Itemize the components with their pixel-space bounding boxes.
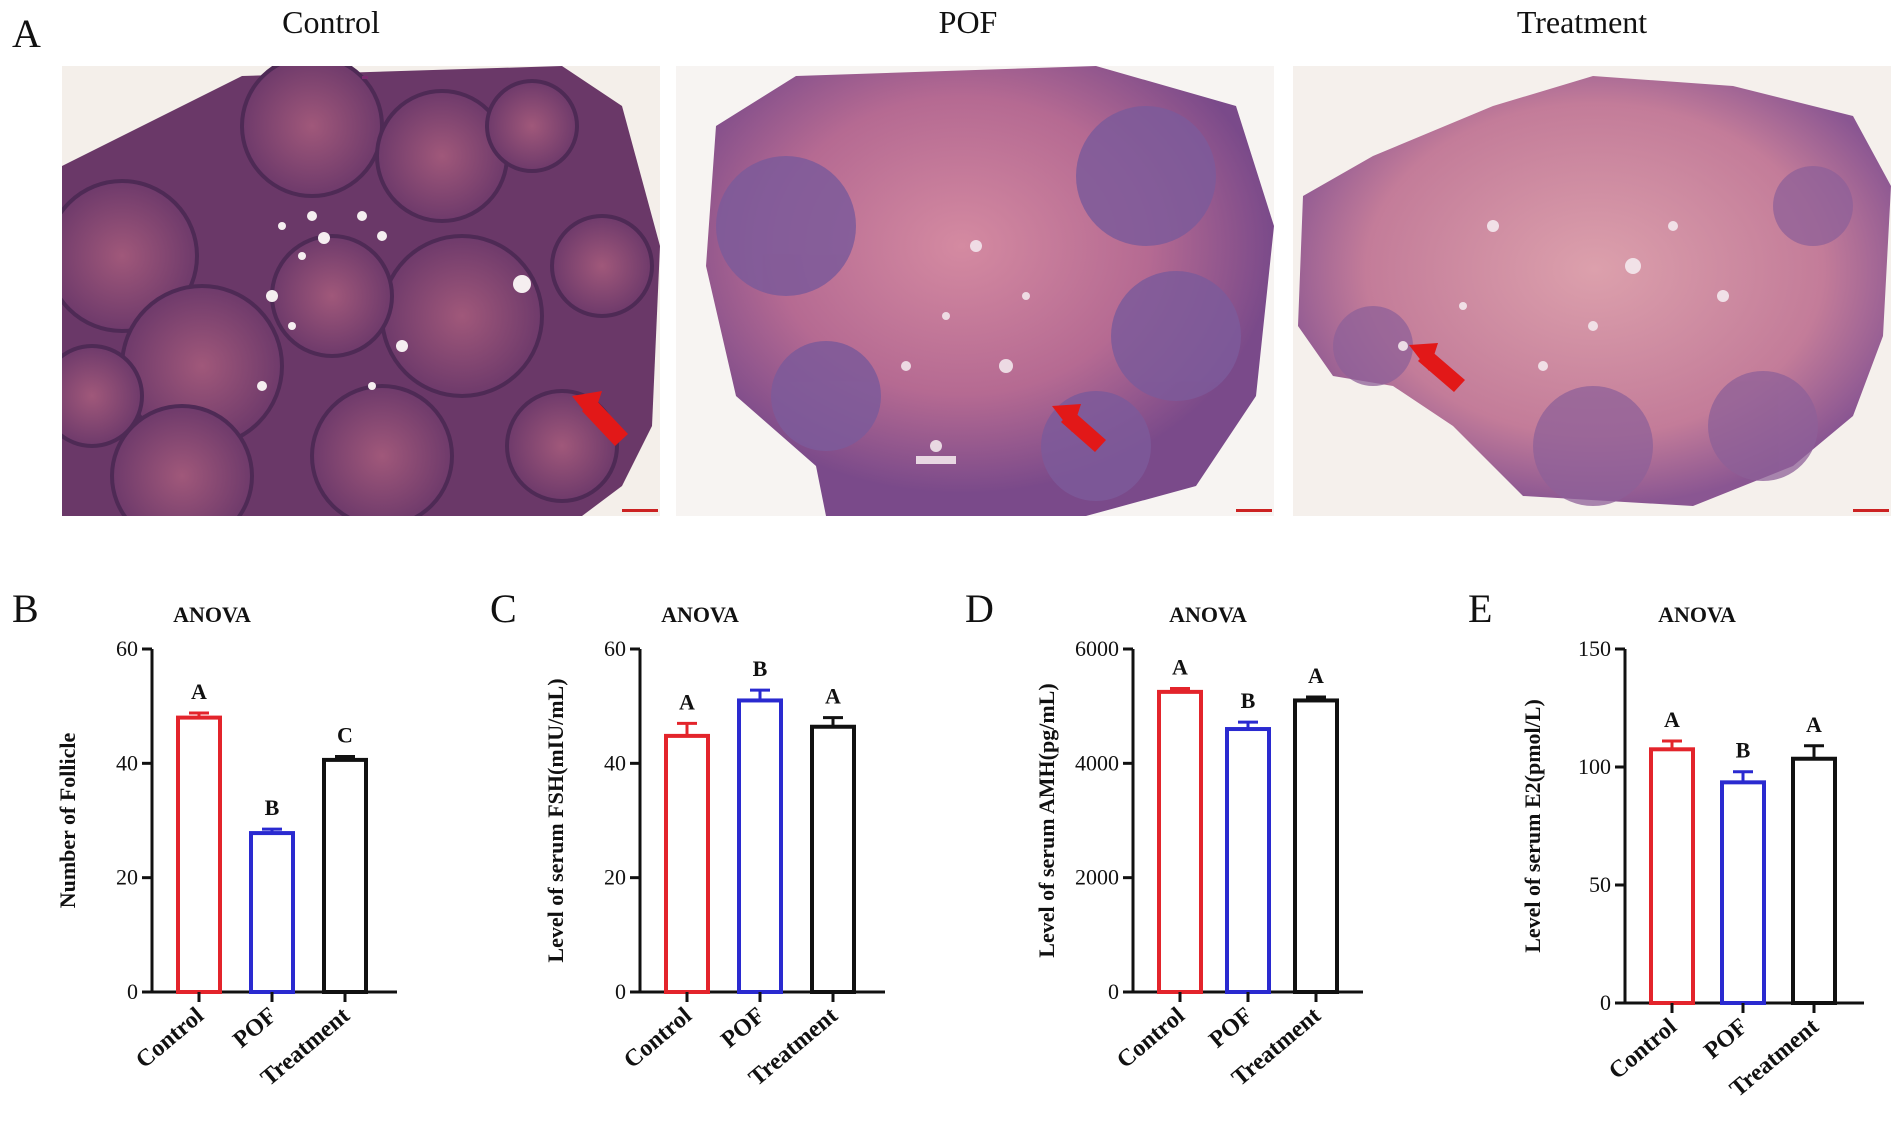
chart-b-ytick-label-1: 20 [116,865,138,890]
panel-e-letter: E [1468,586,1493,631]
panel-d-letter: D [965,586,994,631]
chart-d-category-1: POF [1204,1003,1257,1054]
chart-d-bar-1 [1225,727,1271,994]
chart-d-ytick-label-0: 0 [1108,979,1119,1004]
chart-c-bar-1 [737,698,783,994]
panel-c-letter: C [490,586,517,631]
chart-c-bar-2 [810,724,856,994]
chart-d-sig-1: B [1241,688,1256,713]
chart-b-ytick-label-0: 0 [127,979,138,1004]
chart-e-ytick-label-3: 150 [1578,636,1611,661]
chart-e-bar-1 [1720,780,1766,1006]
chart-d-category-0: Control [1112,1002,1190,1073]
chart-e-sig-0: A [1664,707,1680,732]
chart-e-bar-0 [1649,747,1695,1005]
chart-c-sig-0: A [679,689,695,714]
chart-c-category-1: POF [716,1003,769,1054]
chart-d-ytick-label-2: 4000 [1075,750,1119,775]
chart-d-bar-0 [1157,689,1203,994]
chart-e-category-1: POF [1699,1014,1752,1065]
chart-c-ytick-label-2: 40 [604,750,626,775]
chart-d-ytick-label-3: 6000 [1075,636,1119,661]
chart-c-sig-1: B [753,656,768,681]
chart-d-ylabel: Level of serum AMH(pg/mL) [1034,683,1059,957]
chart-b-ytick-label-3: 60 [116,636,138,661]
chart-e-ytick-label-1: 50 [1589,872,1611,897]
chart-b-ylabel: Number of Follicle [55,732,80,908]
chart-c-ytick-label-3: 60 [604,636,626,661]
chart-d-bar-2 [1293,698,1339,994]
chart-d-sig-2: A [1308,663,1324,688]
chart-e-ytick-label-0: 0 [1600,990,1611,1015]
pof-histology-image [676,66,1274,516]
chart-e-title: ANOVA [1658,602,1736,627]
panel-a-letter: A [12,11,41,56]
chart-c-ytick-label-1: 20 [604,865,626,890]
chart-b-title: ANOVA [173,602,251,627]
chart-b-category-1: POF [228,1003,281,1054]
chart-c-sig-2: A [825,684,841,709]
chart-b-sig-2: C [337,722,353,747]
treatment-histology-image [1293,66,1891,516]
chart-b-ytick-label-2: 40 [116,750,138,775]
chart-d-ytick-label-1: 2000 [1075,865,1119,890]
chart-b-sig-1: B [265,795,280,820]
chart-e-bar-2 [1791,756,1837,1005]
chart-e-category-0: Control [1604,1013,1682,1084]
chart-b-bar-0 [176,715,222,994]
chart-e-ytick-label-2: 100 [1578,754,1611,779]
chart-c-ylabel: Level of serum FSH(mIU/mL) [543,678,568,962]
chart-d-title: ANOVA [1169,602,1247,627]
chart-e-sig-1: B [1736,738,1751,763]
pof-image-title: POF [938,4,998,40]
chart-e-sig-2: A [1806,712,1822,737]
chart-c-category-0: Control [619,1002,697,1073]
chart-d-sig-0: A [1172,654,1188,679]
chart-c-ytick-label-0: 0 [615,979,626,1004]
control-image-title: Control [282,4,380,40]
chart-b-bar-1 [249,831,295,994]
chart-e-ylabel: Level of serum E2(pmol/L) [1520,699,1545,953]
chart-c-title: ANOVA [661,602,739,627]
chart-b-bar-2 [322,757,368,994]
chart-b-category-0: Control [131,1002,209,1073]
chart-b-sig-0: A [191,679,207,704]
panel-b-letter: B [12,586,39,631]
treatment-image-title: Treatment [1516,4,1648,40]
chart-c-bar-0 [664,733,710,994]
control-histology-image [62,66,660,516]
